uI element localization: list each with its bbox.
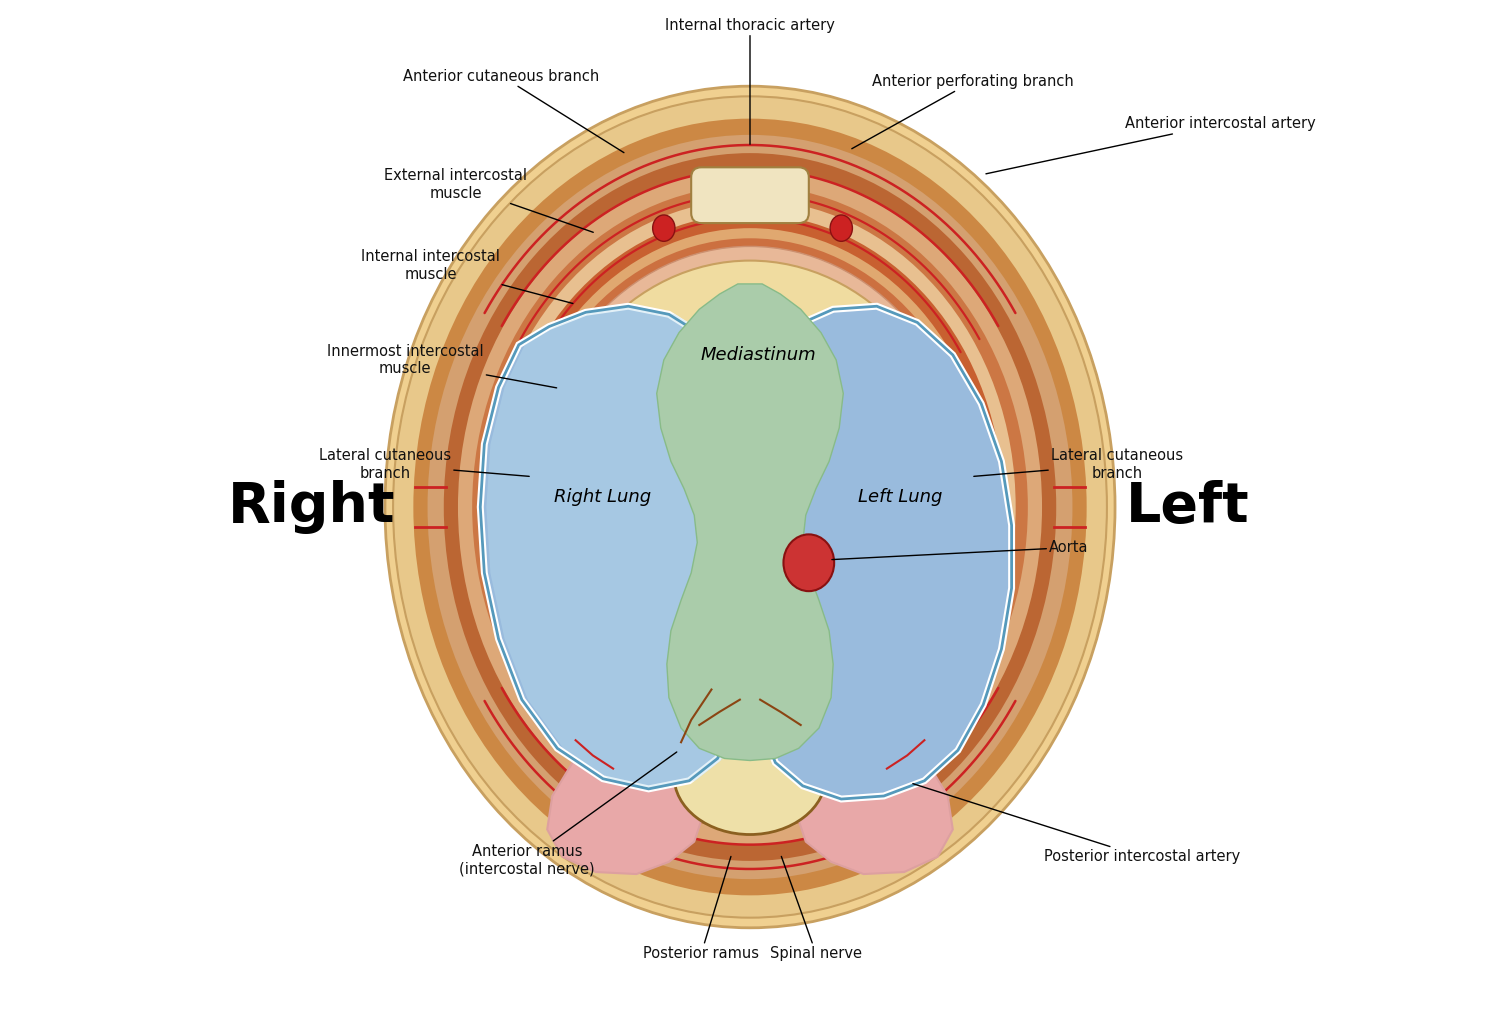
Ellipse shape	[783, 534, 834, 591]
Ellipse shape	[484, 200, 1016, 814]
Ellipse shape	[711, 679, 789, 750]
Text: External intercostal
muscle: External intercostal muscle	[384, 168, 592, 232]
Text: Mediastinum: Mediastinum	[700, 346, 816, 364]
Polygon shape	[486, 306, 748, 789]
Polygon shape	[786, 720, 826, 752]
Ellipse shape	[472, 186, 1028, 828]
Text: Spinal nerve: Spinal nerve	[770, 857, 862, 960]
Ellipse shape	[393, 96, 1107, 918]
Text: Aorta: Aorta	[833, 540, 1089, 560]
Text: Internal intercostal
muscle: Internal intercostal muscle	[362, 249, 573, 303]
Ellipse shape	[830, 215, 852, 241]
Ellipse shape	[414, 119, 1086, 895]
Text: Posterior ramus: Posterior ramus	[644, 857, 759, 960]
Ellipse shape	[444, 153, 1056, 861]
Text: Right Lung: Right Lung	[555, 488, 651, 506]
Text: Posterior intercostal artery: Posterior intercostal artery	[914, 784, 1240, 864]
Text: Anterior intercostal artery: Anterior intercostal artery	[986, 117, 1316, 173]
Polygon shape	[548, 730, 705, 874]
Ellipse shape	[674, 717, 826, 835]
Text: Lateral cutaneous
branch: Lateral cutaneous branch	[320, 448, 530, 481]
Ellipse shape	[509, 228, 992, 786]
Ellipse shape	[386, 86, 1114, 928]
Ellipse shape	[525, 246, 975, 768]
Polygon shape	[735, 644, 765, 692]
Ellipse shape	[458, 169, 1042, 845]
Ellipse shape	[427, 135, 1072, 879]
Text: Anterior ramus
(intercostal nerve): Anterior ramus (intercostal nerve)	[459, 752, 676, 876]
Ellipse shape	[518, 238, 982, 776]
FancyBboxPatch shape	[692, 167, 808, 223]
Polygon shape	[657, 284, 843, 760]
Text: Innermost intercostal
muscle: Innermost intercostal muscle	[327, 344, 556, 388]
Polygon shape	[795, 730, 952, 874]
Text: Anterior perforating branch: Anterior perforating branch	[852, 74, 1074, 149]
Polygon shape	[674, 720, 714, 752]
Text: Lateral cutaneous
branch: Lateral cutaneous branch	[974, 448, 1184, 481]
Ellipse shape	[536, 261, 964, 753]
Polygon shape	[760, 306, 1011, 799]
Ellipse shape	[496, 214, 1004, 800]
Polygon shape	[480, 306, 742, 789]
Text: Right: Right	[228, 480, 396, 534]
Text: Internal thoracic artery: Internal thoracic artery	[664, 18, 836, 144]
Ellipse shape	[652, 215, 675, 241]
Text: Anterior cutaneous branch: Anterior cutaneous branch	[404, 69, 624, 153]
Text: Left Lung: Left Lung	[858, 488, 942, 506]
Text: Left: Left	[1126, 480, 1250, 534]
Ellipse shape	[723, 691, 777, 739]
